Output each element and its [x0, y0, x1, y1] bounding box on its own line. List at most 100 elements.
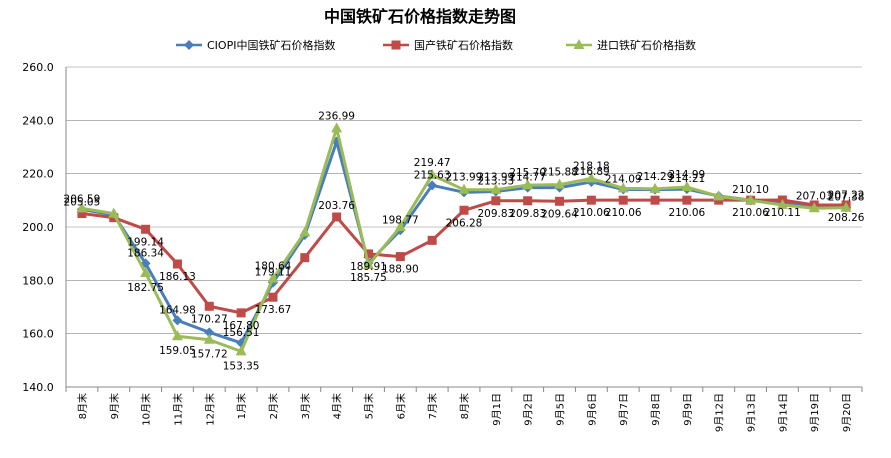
- data-label: 218.18: [573, 161, 610, 173]
- y-tick-label: 260.0: [22, 61, 54, 74]
- data-point: [618, 195, 628, 205]
- data-point: [332, 212, 342, 222]
- data-label: 189.91: [350, 261, 387, 273]
- data-label: 182.75: [127, 282, 164, 294]
- data-point: [745, 194, 757, 205]
- x-tick-label: 9月20日: [841, 393, 853, 432]
- data-point: [363, 249, 373, 259]
- data-point: [172, 315, 183, 326]
- data-label: 208.26: [828, 212, 865, 224]
- data-point: [300, 253, 310, 263]
- x-tick-label: 12月末: [203, 393, 216, 426]
- x-tick-label: 7月末: [426, 393, 439, 419]
- series-group: [76, 122, 852, 356]
- data-label: 210.06: [732, 207, 769, 219]
- data-label: 186.13: [159, 271, 196, 283]
- data-point: [108, 207, 120, 218]
- data-label: 198.77: [382, 214, 419, 226]
- data-label: 213.99: [446, 172, 483, 184]
- data-label: 173.67: [255, 304, 292, 316]
- data-point: [140, 267, 152, 277]
- data-label: 180.64: [255, 261, 292, 273]
- data-point: [522, 179, 534, 190]
- data-point: [171, 330, 183, 341]
- data-label: 207.03: [796, 190, 833, 202]
- x-tick-label: 9月8日: [650, 393, 662, 426]
- data-label: 213.33: [477, 175, 514, 187]
- data-point: [808, 202, 820, 213]
- x-tick-label: 9月19日: [809, 393, 821, 432]
- data-label: 210.11: [764, 207, 801, 219]
- y-tick-label: 160.0: [22, 328, 54, 341]
- data-label: 219.47: [414, 157, 451, 169]
- data-point: [172, 259, 182, 269]
- data-label: 210.06: [669, 207, 706, 219]
- data-label: 179.11: [255, 267, 292, 279]
- legend: CIOPI中国铁矿石价格指数 国产铁矿石价格指数 进口铁矿石价格指数: [176, 38, 696, 52]
- x-tick-label: 9月13日: [746, 393, 758, 432]
- legend-marker: [391, 40, 401, 50]
- x-tick-label: 9月9日: [682, 393, 694, 426]
- data-point: [554, 178, 566, 189]
- legend-label: 国产铁矿石价格指数: [414, 38, 513, 52]
- y-tick-label: 220.0: [22, 168, 54, 181]
- data-label: 207.38: [828, 191, 865, 203]
- data-point: [776, 198, 788, 209]
- data-label: 209.64: [541, 208, 578, 220]
- data-label: 159.05: [159, 345, 196, 357]
- x-tick-label: 9月末: [108, 393, 121, 419]
- data-label: 207.22: [828, 190, 865, 202]
- x-tick-label: 9月5日: [555, 393, 567, 426]
- legend-label: CIOPI中国铁矿石价格指数: [207, 38, 335, 52]
- data-label: 214.21: [669, 173, 706, 185]
- x-tick-label: 9月7日: [618, 393, 630, 426]
- data-label: 215.63: [414, 169, 451, 181]
- data-point: [268, 292, 278, 302]
- y-tick-label: 140.0: [22, 381, 54, 394]
- data-label: 206.28: [446, 217, 483, 229]
- data-label: 209.83: [509, 208, 546, 220]
- x-tick-label: 8月末: [458, 393, 471, 419]
- data-point: [267, 272, 279, 283]
- x-tick-label: 9月6日: [586, 393, 598, 426]
- data-point: [682, 195, 692, 205]
- axes: 140.0 160.0 180.0 200.0 220.0 240.0 260.0 8月末 9月…: [22, 61, 863, 432]
- data-label: 188.90: [382, 264, 419, 276]
- data-point: [840, 201, 852, 212]
- data-point: [681, 181, 693, 192]
- gridlines: [66, 66, 862, 334]
- data-point: [617, 182, 629, 193]
- data-label: 215.88: [541, 167, 578, 179]
- data-point: [490, 183, 502, 194]
- data-point: [362, 259, 374, 269]
- data-point: [203, 333, 215, 344]
- x-tick-label: 11月末: [171, 393, 184, 426]
- data-point: [649, 182, 661, 193]
- data-point: [713, 190, 725, 201]
- legend-marker: [184, 40, 194, 50]
- data-label: 214.77: [509, 172, 546, 184]
- legend-marker: [573, 39, 585, 49]
- legend-label: 进口铁矿石价格指数: [597, 38, 696, 52]
- x-tick-label: 5月末: [362, 393, 375, 419]
- data-label: 199.14: [127, 236, 164, 248]
- x-tick-label: 2月末: [267, 393, 280, 419]
- data-label: 210.10: [732, 184, 769, 196]
- data-label: 170.27: [191, 313, 228, 325]
- x-tick-label: 6月末: [394, 393, 407, 419]
- data-label: 214.09: [605, 173, 642, 185]
- x-tick-label: 10月末: [140, 393, 153, 426]
- data-point: [76, 202, 88, 213]
- data-point: [236, 308, 246, 318]
- data-point: [458, 183, 470, 194]
- data-label: 210.06: [573, 207, 610, 219]
- data-point: [491, 196, 501, 206]
- y-tick-label: 180.0: [22, 274, 54, 287]
- data-point: [331, 122, 343, 133]
- data-label: 214.99: [669, 169, 706, 181]
- data-label: 157.72: [191, 349, 228, 361]
- data-labels: 206.59 186.34 164.98 156.51 179.11 198.77 215.…: [64, 110, 865, 372]
- data-label: 210.06: [605, 207, 642, 219]
- data-label: 185.75: [350, 272, 387, 284]
